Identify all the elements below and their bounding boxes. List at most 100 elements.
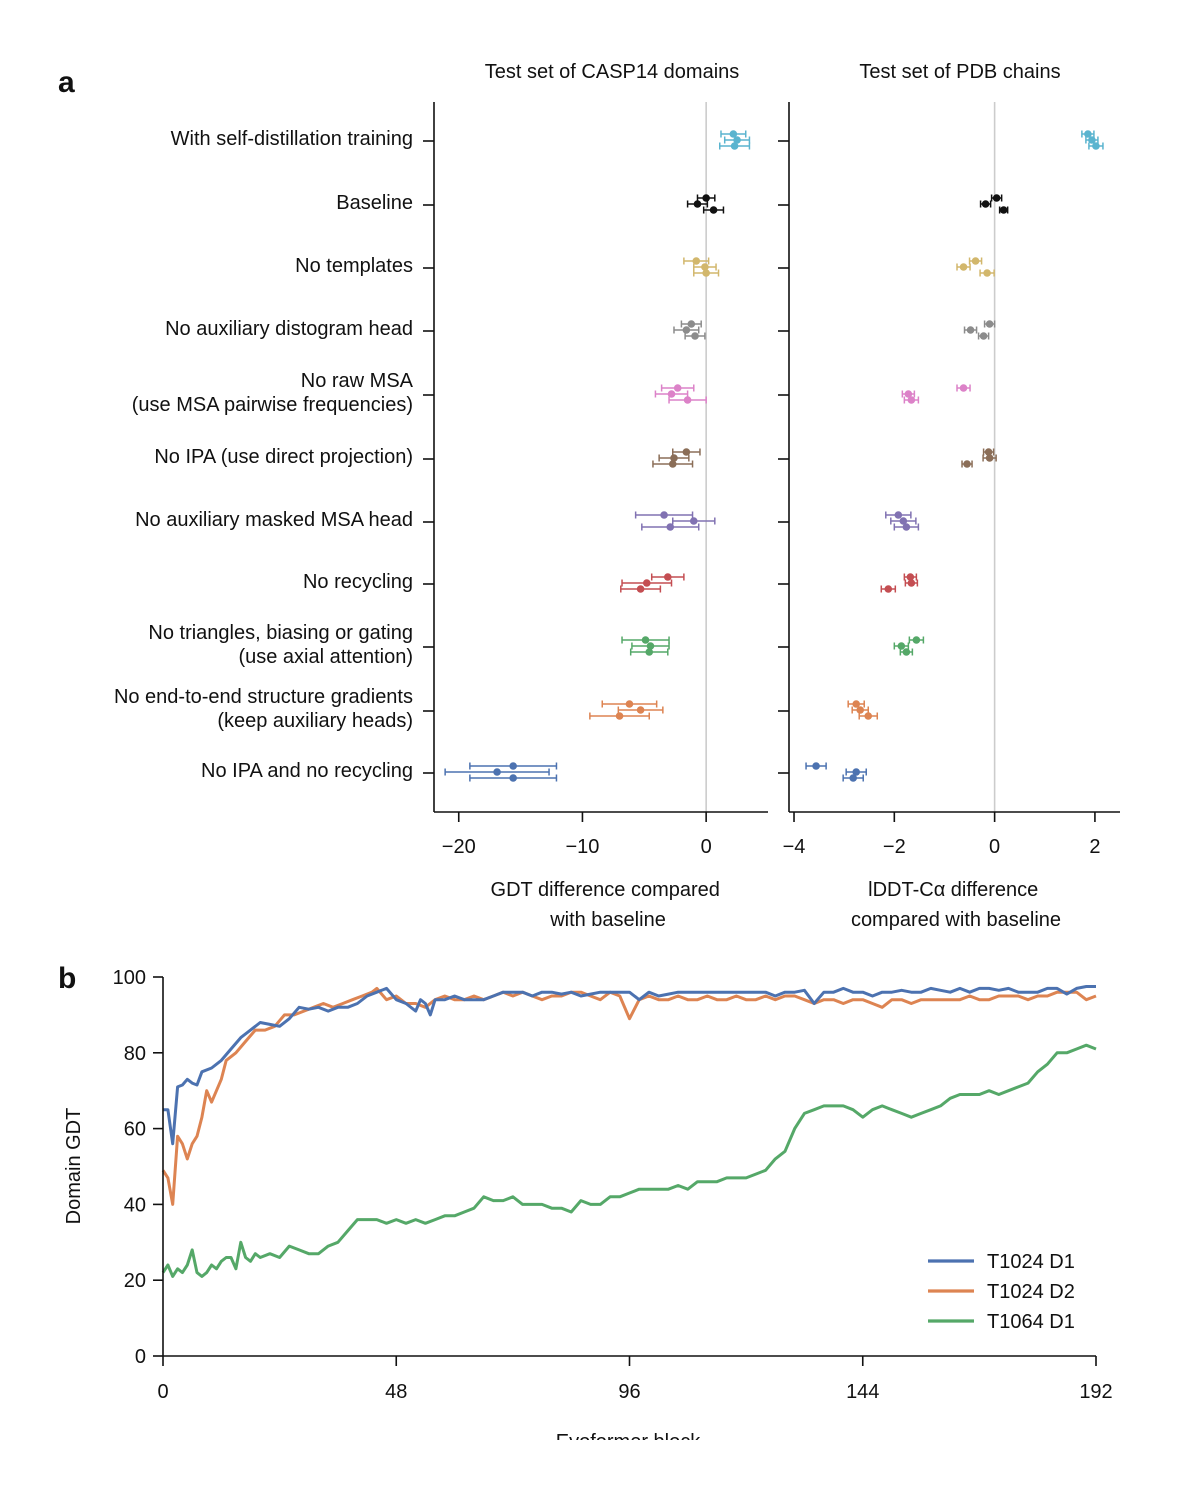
gdt-x-label: Evoformer block	[556, 1431, 701, 1453]
data-point	[902, 523, 911, 531]
row-label-line: With self-distillation training	[171, 128, 413, 150]
data-point	[971, 257, 980, 265]
data-point	[985, 320, 994, 328]
data-point	[615, 712, 624, 720]
x-tick-label: 2	[1089, 836, 1100, 858]
data-point	[959, 384, 968, 392]
row-label: No triangles, biasing or gating (use axia…	[148, 622, 413, 668]
data-point	[907, 579, 916, 587]
row-label-line: Baseline	[336, 192, 413, 214]
data-point	[999, 206, 1008, 214]
data-point	[666, 523, 675, 531]
data-point	[966, 326, 975, 334]
row-label-line: No end-to-end structure gradients	[114, 686, 413, 708]
x-tick-label: −10	[565, 836, 599, 858]
casp14-points	[444, 130, 751, 782]
legend-label: T1024 D2	[987, 1281, 1075, 1303]
data-point	[673, 384, 682, 392]
row-label: No auxiliary masked MSA head	[135, 509, 413, 531]
data-point	[625, 700, 634, 708]
casp14-y-ticks	[423, 140, 434, 774]
data-point	[668, 460, 677, 468]
row-label-line: No auxiliary masked MSA head	[135, 509, 413, 531]
data-point	[864, 712, 873, 720]
row-label-line: (keep auxiliary heads)	[217, 710, 413, 732]
row-label-line: No IPA (use direct projection)	[154, 446, 413, 468]
data-point	[899, 517, 908, 525]
data-point	[693, 200, 702, 208]
pdb-subplot: Test set of PDB chains −4 −2 0 2 lDDT-Cα di…	[778, 61, 1120, 931]
data-point	[509, 774, 517, 782]
panel-b-letter: b	[58, 962, 76, 995]
data-point	[730, 142, 739, 150]
data-point	[852, 768, 861, 776]
data-point	[904, 390, 913, 398]
row-label: No raw MSA (use MSA pairwise frequencies)	[132, 370, 414, 416]
gdt-lines	[161, 985, 1097, 1278]
data-point	[912, 636, 921, 644]
panel-a: a With self-distillation training Baselin…	[58, 61, 1120, 931]
data-point	[689, 517, 698, 525]
data-point	[1092, 142, 1100, 150]
row-label: No auxiliary distogram head	[165, 318, 413, 340]
data-point	[812, 762, 820, 770]
x-tick-label: −4	[783, 836, 806, 858]
data-point	[664, 573, 672, 581]
data-point	[856, 706, 865, 714]
data-point	[683, 396, 692, 404]
series-line	[163, 985, 1096, 1146]
data-point	[702, 269, 710, 277]
data-point	[992, 194, 1001, 202]
gdt-x-ticks: 0 48 96 144 192	[157, 1356, 1113, 1403]
data-point	[691, 332, 699, 340]
row-label-line: No raw MSA	[301, 370, 414, 392]
row-label-line: (use axial attention)	[238, 646, 413, 668]
y-tick-label: 40	[124, 1194, 146, 1216]
data-point	[687, 320, 696, 328]
data-point	[894, 511, 903, 519]
data-point	[963, 460, 971, 468]
row-label: No IPA (use direct projection)	[154, 446, 413, 468]
data-point	[636, 706, 645, 714]
data-point	[981, 200, 990, 208]
data-point	[979, 332, 988, 340]
x-tick-label: 144	[846, 1381, 879, 1403]
y-tick-label: 80	[124, 1043, 146, 1065]
legend-label: T1064 D1	[987, 1311, 1075, 1333]
data-point	[701, 263, 709, 271]
x-tick-label: −2	[883, 836, 906, 858]
casp14-title: Test set of CASP14 domains	[485, 61, 740, 83]
casp14-x-ticks: −20 −10 0	[442, 812, 712, 858]
data-point	[1084, 130, 1092, 138]
data-point	[660, 511, 668, 519]
data-point	[509, 762, 517, 770]
data-point	[667, 390, 676, 398]
x-tick-label: 0	[701, 836, 712, 858]
pdb-x-label: lDDT-Cα difference compared with baselin…	[851, 879, 1061, 931]
row-label-line: No recycling	[303, 571, 413, 593]
gdt-y-ticks: 0 20 40 60 80 100	[113, 967, 163, 1368]
row-label: With self-distillation training	[171, 128, 413, 150]
row-label: No recycling	[303, 571, 413, 593]
data-point	[692, 257, 701, 265]
data-point	[907, 396, 916, 404]
data-point	[852, 700, 861, 708]
y-tick-label: 100	[113, 967, 146, 989]
x-tick-label: −20	[442, 836, 476, 858]
row-label-line: (use MSA pairwise frequencies)	[132, 394, 413, 416]
pdb-x-ticks: −4 −2 0 2	[783, 812, 1100, 858]
gdt-legend: T1024 D1 T1024 D2 T1064 D1	[928, 1251, 1075, 1333]
row-label-line: No IPA and no recycling	[201, 760, 413, 782]
data-point	[646, 642, 655, 650]
data-point	[902, 648, 911, 656]
pdb-y-ticks	[778, 140, 789, 774]
legend-label: T1024 D1	[987, 1251, 1075, 1273]
data-point	[641, 636, 650, 644]
data-point	[709, 206, 718, 214]
panel-b: b 0 20 40 60 80 100 0 48 96 144 192 Domain GDT Ev…	[58, 962, 1113, 1453]
data-point	[682, 448, 691, 456]
row-label: No templates	[295, 255, 413, 277]
casp14-subplot: Test set of CASP14 domains −20 −10 0 GDT d…	[423, 61, 768, 931]
x-tick-label: 0	[157, 1381, 168, 1403]
